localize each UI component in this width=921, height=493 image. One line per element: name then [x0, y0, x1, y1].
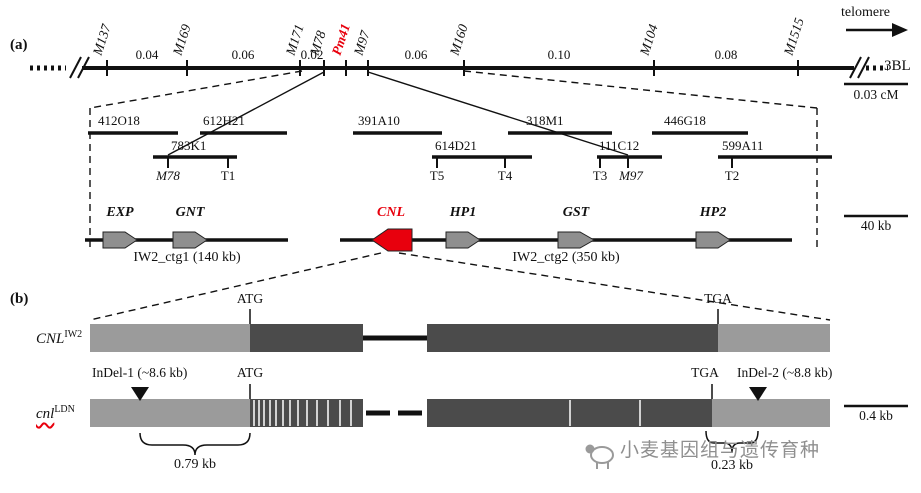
bac-label-612h21: 612H21 [203, 113, 245, 128]
distance-label-3: 0.02 [300, 47, 324, 62]
sts-label-m97: M97 [619, 168, 643, 183]
genetic-map-line [30, 56, 888, 79]
distance-label-5: 0.10 [547, 47, 571, 62]
scale-04kb-label: 0.4 kb [859, 408, 893, 423]
dist-079kb-label: 0.79 kb [174, 457, 216, 472]
gene-model-cnl-iw2 [90, 309, 830, 352]
gene-arrow-cnl [371, 228, 413, 252]
bac-label-111c12: 111C12 [599, 138, 640, 153]
gene2-name-sup: LDN [54, 404, 75, 415]
gene-label-gst: GST [562, 205, 590, 220]
telomere-label: telomere [841, 5, 890, 20]
bac-label-446g18: 446G18 [664, 113, 706, 128]
zoom-connectors-dashed [89, 70, 831, 321]
gene2-name: cnl [36, 406, 55, 422]
gene-label-cnl: CNL [377, 205, 405, 220]
bac-label-412o18: 412O18 [98, 113, 140, 128]
gene1-name: CNL [36, 331, 65, 347]
gene-arrow-hp1 [445, 231, 481, 249]
sts-label-t3: T3 [592, 168, 608, 183]
marker-connectors-solid [167, 71, 629, 156]
map-tick-marks [106, 60, 799, 76]
bac-label-614d21: 614D21 [435, 138, 477, 153]
gene1-name-sup: IW2 [64, 329, 83, 340]
gene-arrow-gnt [172, 231, 208, 249]
watermark-logo-icon [585, 444, 614, 469]
chromosome-label: 3BL [884, 58, 911, 74]
panel-b-label: (b) [10, 291, 29, 307]
brace-023kb [705, 430, 759, 453]
sts-label-t5: T5 [429, 168, 445, 183]
gene-label-hp2: HP2 [699, 205, 727, 220]
sts-label-t2: T2 [724, 168, 740, 183]
dist-023kb-label: 0.23 kb [711, 458, 753, 473]
bac-label-783k1: 783K1 [171, 138, 207, 153]
gene-arrow-gst [557, 231, 596, 249]
indel2-label: InDel-2 (~8.8 kb) [737, 365, 833, 380]
measurement-braces [139, 430, 759, 456]
sts-marker-ticks [167, 156, 733, 168]
bac-label-599a11: 599A11 [722, 138, 764, 153]
scale-cm-label: 0.03 cM [853, 87, 899, 102]
gene-model-cnl-ldn [90, 384, 830, 427]
distance-label-2: 0.06 [231, 47, 255, 62]
gene1-tga-label: TGA [704, 291, 732, 306]
contig2-label: IW2_ctg2 (350 kb) [512, 250, 620, 265]
sts-label-m78: M78 [156, 168, 180, 183]
brace-079kb [139, 432, 251, 456]
bac-label-391a10: 391A10 [358, 113, 400, 128]
telomere-arrow-icon [846, 23, 908, 37]
gene-label-gnt: GNT [175, 205, 205, 220]
distance-label-4: 0.06 [404, 47, 428, 62]
scale-40kb-label: 40 kb [860, 218, 892, 233]
snp-stripes-exon1 [253, 400, 352, 426]
contig1-label: IW2_ctg1 (140 kb) [133, 250, 241, 265]
gene-label-hp1: HP1 [449, 205, 477, 220]
bac-label-318m1: 318M1 [526, 113, 564, 128]
panel-a-label: (a) [10, 37, 28, 53]
distance-label-6: 0.08 [714, 47, 738, 62]
sts-label-t4: T4 [497, 168, 513, 183]
gene1-name-label: CNLIW2 [36, 328, 83, 347]
gene-arrow-exp [102, 231, 138, 249]
gene1-atg-label: ATG [236, 291, 264, 306]
gene-label-exp: EXP [106, 205, 134, 220]
indel-1-triangle-icon [131, 387, 149, 401]
gene2-tga-label: TGA [691, 365, 719, 380]
gene2-name-label: cnlLDN [36, 403, 75, 422]
distance-label-1: 0.04 [135, 47, 159, 62]
indel-2-triangle-icon [749, 387, 767, 401]
sts-label-t1: T1 [220, 168, 236, 183]
gene2-atg-label: ATG [236, 365, 264, 380]
gene-arrows [102, 228, 731, 252]
indel1-label: InDel-1 (~8.6 kb) [92, 365, 188, 380]
snp-stripes-exon2 [569, 400, 641, 426]
gene-arrow-hp2 [695, 231, 731, 249]
watermark-text: 小麦基因组与遗传育种 [620, 439, 821, 461]
